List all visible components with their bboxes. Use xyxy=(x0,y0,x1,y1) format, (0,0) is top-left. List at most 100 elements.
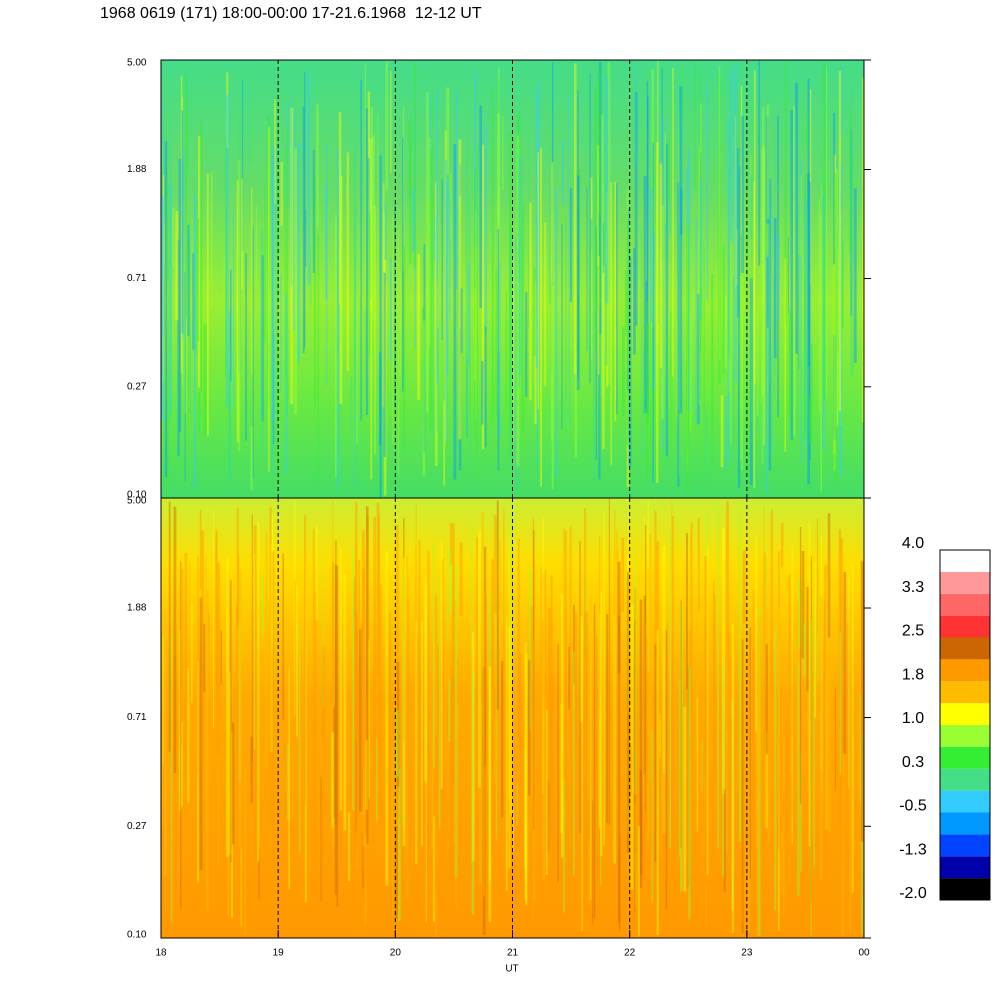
texture-stripe xyxy=(671,515,674,860)
texture-stripe xyxy=(544,569,547,699)
texture-stripe xyxy=(230,580,232,863)
texture-stripe xyxy=(403,517,405,741)
texture-stripe xyxy=(764,555,768,829)
colorbar-tick-label: 2.5 xyxy=(902,623,924,640)
texture-stripe xyxy=(510,512,513,685)
texture-stripe xyxy=(517,538,520,746)
texture-stripe xyxy=(187,225,190,337)
texture-stripe xyxy=(647,568,650,840)
texture-stripe xyxy=(521,155,524,347)
texture-stripe xyxy=(581,626,583,932)
texture-stripe xyxy=(807,172,811,485)
texture-stripe xyxy=(530,605,533,720)
texture-stripe xyxy=(287,652,290,803)
texture-stripe xyxy=(734,115,737,290)
texture-stripe xyxy=(592,800,594,924)
texture-stripe xyxy=(185,72,188,317)
texture-stripe xyxy=(261,573,264,635)
texture-stripe xyxy=(753,181,756,489)
texture-stripe xyxy=(712,580,715,910)
texture-stripe xyxy=(748,750,751,931)
texture-stripe xyxy=(627,203,630,469)
texture-stripe xyxy=(616,182,618,415)
texture-stripe xyxy=(175,211,179,321)
texture-stripe xyxy=(317,234,320,482)
texture-stripe xyxy=(580,616,583,723)
texture-stripe xyxy=(433,216,436,261)
texture-stripe xyxy=(624,270,628,336)
texture-stripe xyxy=(600,628,602,886)
texture-stripe xyxy=(734,62,738,382)
texture-stripe xyxy=(585,579,587,648)
texture-stripe xyxy=(238,159,241,451)
texture-stripe xyxy=(275,151,278,451)
texture-stripe xyxy=(686,224,690,497)
texture-stripe xyxy=(362,568,365,735)
texture-stripe xyxy=(730,222,732,445)
texture-stripe xyxy=(280,162,283,226)
texture-stripe xyxy=(690,532,692,668)
texture-stripe xyxy=(242,80,244,252)
texture-stripe xyxy=(573,604,575,684)
texture-stripe xyxy=(753,70,756,385)
texture-stripe xyxy=(613,615,616,864)
texture-stripe xyxy=(840,538,843,877)
texture-stripe xyxy=(355,542,357,865)
texture-stripe xyxy=(777,551,780,850)
texture-stripe xyxy=(737,166,741,488)
texture-stripe xyxy=(304,564,307,903)
texture-stripe xyxy=(633,665,636,753)
texture-stripe xyxy=(861,77,864,423)
texture-stripe xyxy=(787,236,789,314)
texture-stripe xyxy=(608,498,610,825)
texture-stripe xyxy=(642,718,645,804)
texture-stripe xyxy=(642,346,645,460)
texture-stripe xyxy=(804,861,806,904)
texture-stripe xyxy=(314,176,316,410)
texture-stripe xyxy=(700,288,702,352)
texture-stripe xyxy=(765,253,768,494)
texture-stripe xyxy=(360,621,364,795)
texture-stripe xyxy=(316,104,319,228)
texture-stripe xyxy=(449,190,451,320)
texture-stripe xyxy=(354,739,358,833)
texture-stripe xyxy=(181,202,184,387)
texture-stripe xyxy=(339,175,343,404)
texture-stripe xyxy=(532,530,535,830)
texture-stripe xyxy=(347,812,351,881)
texture-stripe xyxy=(519,654,522,851)
texture-stripe xyxy=(384,204,387,283)
texture-stripe xyxy=(433,542,435,769)
texture-stripe xyxy=(586,186,588,352)
texture-stripe xyxy=(379,155,382,498)
texture-stripe xyxy=(471,518,473,658)
texture-stripe xyxy=(409,118,412,265)
texture-stripe xyxy=(422,320,426,477)
texture-stripe xyxy=(667,138,670,202)
texture-stripe xyxy=(774,630,777,911)
texture-stripe xyxy=(661,205,664,420)
texture-stripe xyxy=(370,107,373,314)
texture-stripe xyxy=(826,65,828,399)
texture-stripe xyxy=(573,63,577,375)
texture-stripe xyxy=(268,126,270,472)
texture-stripe xyxy=(574,363,578,458)
colorbar-cell xyxy=(940,790,990,813)
texture-stripe xyxy=(508,534,510,799)
texture-stripe xyxy=(665,143,669,457)
texture-stripe xyxy=(787,704,790,918)
texture-stripe xyxy=(334,564,337,895)
colorbar-cell xyxy=(940,856,990,879)
texture-stripe xyxy=(286,125,289,417)
texture-stripe xyxy=(339,712,342,933)
texture-stripe xyxy=(766,104,770,219)
texture-stripe xyxy=(700,102,702,153)
texture-stripe xyxy=(656,629,659,936)
texture-stripe xyxy=(436,89,439,385)
texture-stripe xyxy=(201,530,205,770)
texture-stripe xyxy=(803,623,806,678)
texture-stripe xyxy=(687,665,690,887)
texture-stripe xyxy=(770,509,773,695)
texture-stripe xyxy=(671,500,673,601)
texture-stripe xyxy=(654,644,657,863)
